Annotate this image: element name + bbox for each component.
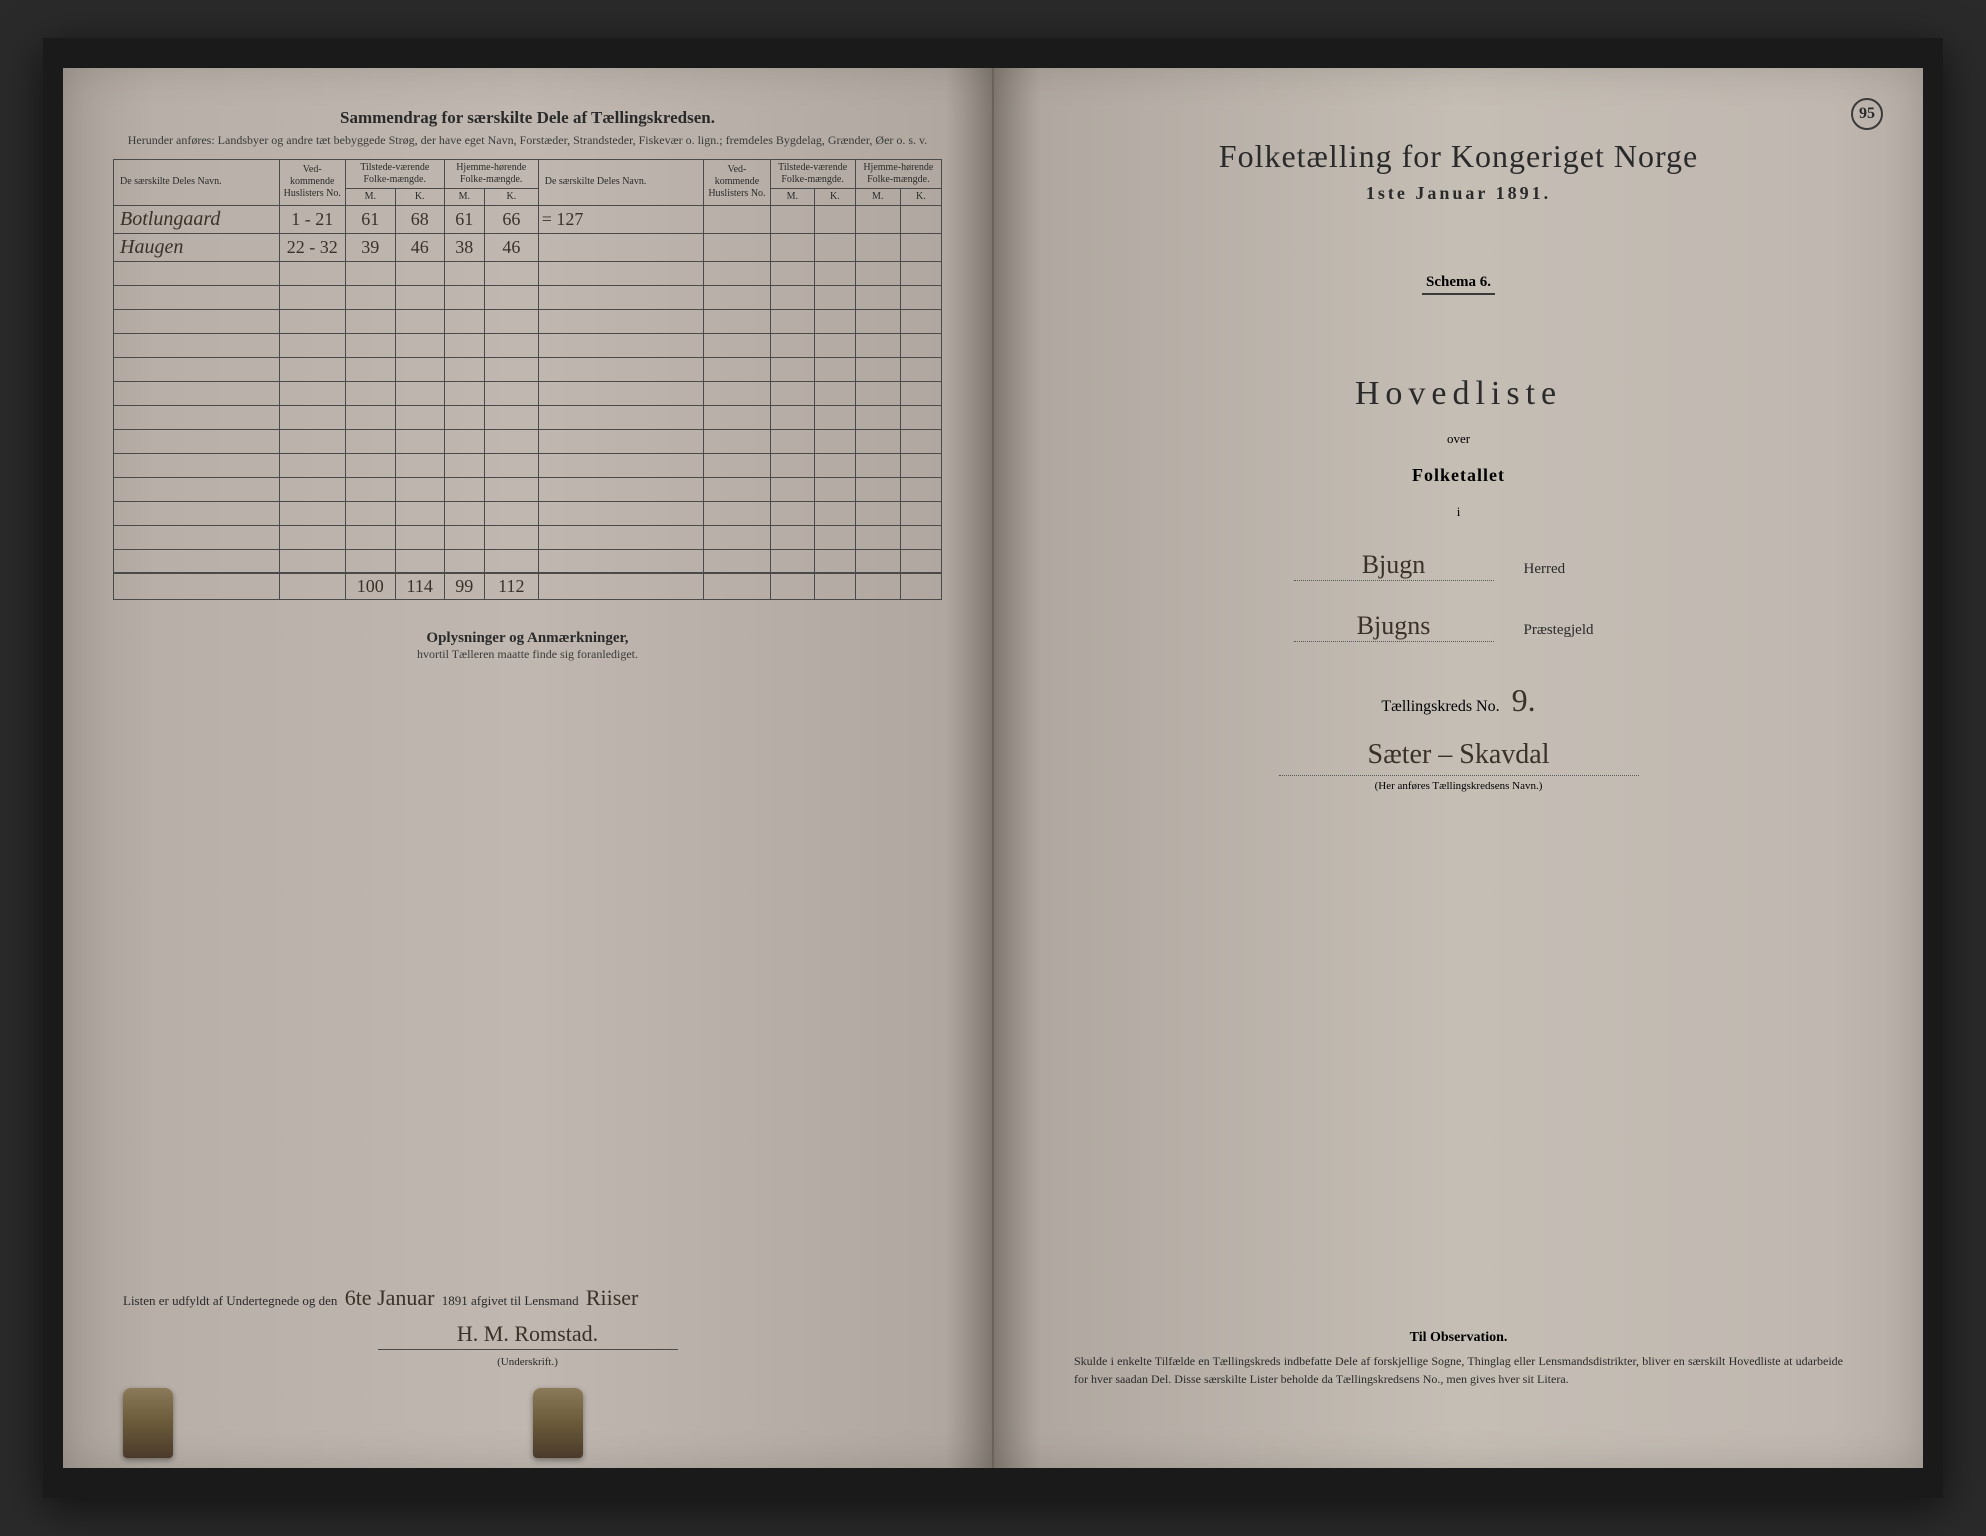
praestegjeld-value: Bjugns (1294, 611, 1494, 642)
herred-row: Bjugn Herred (1044, 550, 1873, 581)
herred-value: Bjugn (1294, 550, 1494, 581)
obs-text: Skulde i enkelte Tilfælde en Tællingskre… (1074, 1352, 1843, 1388)
table-row (114, 333, 942, 357)
table-row (114, 453, 942, 477)
left-subtitle: Herunder anføres: Landsbyer og andre tæt… (113, 132, 942, 149)
col-tilstede-2: Tilstede-værende Folke-mængde. (770, 159, 855, 188)
col-huslister: Ved-kommende Huslisters No. (279, 159, 345, 205)
cell-name: Haugen (114, 233, 280, 261)
left-title: Sammendrag for særskilte Dele af Tælling… (113, 108, 942, 128)
census-table: De særskilte Deles Navn. Ved-kommende Hu… (113, 159, 942, 601)
cell-hk: 46 (484, 233, 538, 261)
left-header: Sammendrag for særskilte Dele af Tælling… (113, 108, 942, 149)
schema-label: Schema 6. (1422, 274, 1495, 295)
table-row (114, 381, 942, 405)
cell-tm: 61 (345, 205, 395, 233)
table-row (114, 525, 942, 549)
kreds-hint: (Her anføres Tællingskredsens Navn.) (1044, 780, 1873, 792)
sig-year: 1891 afgivet til Lensmand (442, 1293, 579, 1308)
tkreds-row: Tællingskreds No. 9. (1044, 682, 1873, 719)
i-label: i (1044, 504, 1873, 520)
col-k: K. (815, 188, 856, 205)
praestegjeld-row: Bjugns Præstegjeld (1044, 611, 1873, 642)
table-row: Haugen 22 - 32 39 46 38 46 (114, 233, 942, 261)
table-row (114, 477, 942, 501)
col-tilstede: Tilstede-værende Folke-mængde. (345, 159, 444, 188)
signature-block: Listen er udfyldt af Undertegnede og den… (123, 1285, 932, 1368)
underskrift-label: (Underskrift.) (123, 1356, 932, 1368)
obs-title: Til Observation. (1074, 1330, 1843, 1346)
sig-prefix: Listen er udfyldt af Undertegnede og den (123, 1293, 337, 1308)
kreds-name: Sæter – Skavdal (1279, 739, 1639, 776)
cell-tk: 46 (395, 233, 444, 261)
hovedliste-title: Hovedliste (1044, 375, 1873, 413)
col-huslister-2: Ved-kommende Huslisters No. (704, 159, 770, 205)
cell-hk: 66 (484, 205, 538, 233)
col-m: M. (855, 188, 900, 205)
herred-label: Herred (1524, 561, 1624, 578)
table-row (114, 261, 942, 285)
table-body: Botlungaard 1 - 21 61 68 61 66 = 127 Hau… (114, 205, 942, 600)
right-content: Folketælling for Kongeriget Norge 1ste J… (1044, 108, 1873, 792)
table-row (114, 285, 942, 309)
col-name: De særskilte Deles Navn. (114, 159, 280, 205)
col-name-2: De særskilte Deles Navn. (538, 159, 704, 205)
over-label: over (1044, 431, 1873, 447)
total-tm: 100 (345, 573, 395, 600)
binding-clip-icon (533, 1388, 583, 1458)
totals-row: 100 114 99 112 (114, 573, 942, 600)
table-row (114, 309, 942, 333)
col-k: K. (484, 188, 538, 205)
main-date: 1ste Januar 1891. (1044, 183, 1873, 204)
table-row (114, 549, 942, 573)
table-row (114, 429, 942, 453)
cell-hm: 61 (444, 205, 484, 233)
cell-tk: 68 (395, 205, 444, 233)
sig-name: H. M. Romstad. (378, 1321, 678, 1350)
cell-name: Botlungaard (114, 205, 280, 233)
cell-huslister: 22 - 32 (279, 233, 345, 261)
page-number: 95 (1851, 98, 1883, 130)
col-hjemme-2: Hjemme-hørende Folke-mængde. (855, 159, 941, 188)
main-title: Folketælling for Kongeriget Norge (1044, 138, 1873, 175)
sig-date: 6te Januar (345, 1285, 435, 1311)
book-spread: Sammendrag for særskilte Dele af Tælling… (43, 38, 1943, 1498)
col-m: M. (770, 188, 815, 205)
binding-clip-icon (123, 1388, 173, 1458)
praestegjeld-label: Præstegjeld (1524, 622, 1624, 639)
tkreds-label: Tællingskreds No. (1381, 698, 1499, 715)
right-page: 95 Folketælling for Kongeriget Norge 1st… (994, 68, 1923, 1468)
total-tk: 114 (395, 573, 444, 600)
col-m: M. (444, 188, 484, 205)
observation-block: Til Observation. Skulde i enkelte Tilfæl… (1074, 1330, 1843, 1388)
cell-hm: 38 (444, 233, 484, 261)
table-row (114, 357, 942, 381)
col-hjemme: Hjemme-hørende Folke-mængde. (444, 159, 538, 188)
oplysninger-sub: hvortil Tælleren maatte finde sig foranl… (113, 647, 942, 662)
total-hk: 112 (484, 573, 538, 600)
total-hm: 99 (444, 573, 484, 600)
table-row (114, 501, 942, 525)
cell-huslister: 1 - 21 (279, 205, 345, 233)
sig-lensmand: Riiser (586, 1285, 639, 1311)
cell-tm: 39 (345, 233, 395, 261)
col-m: M. (345, 188, 395, 205)
col-k: K. (900, 188, 941, 205)
table-row (114, 405, 942, 429)
col-k: K. (395, 188, 444, 205)
tkreds-no: 9. (1512, 682, 1536, 718)
folketallet-label: Folketallet (1044, 465, 1873, 486)
oplysninger-title: Oplysninger og Anmærkninger, (113, 630, 942, 647)
oplysninger-section: Oplysninger og Anmærkninger, hvortil Tæl… (113, 630, 942, 662)
cell-note: = 127 (538, 205, 704, 233)
table-row: Botlungaard 1 - 21 61 68 61 66 = 127 (114, 205, 942, 233)
left-page: Sammendrag for særskilte Dele af Tælling… (63, 68, 994, 1468)
